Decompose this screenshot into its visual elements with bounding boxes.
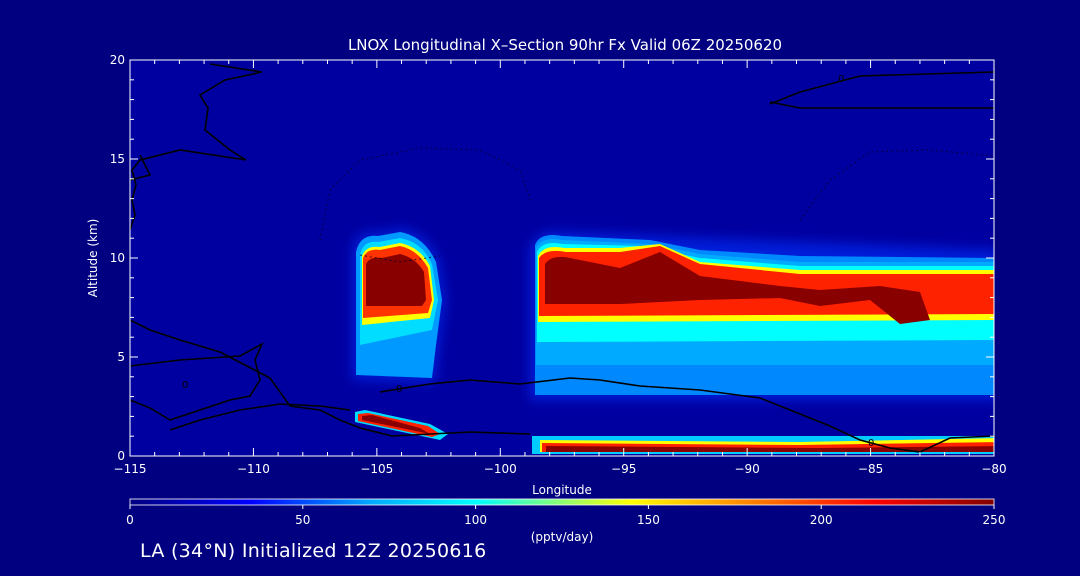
x-tick-label: −105 <box>360 462 393 476</box>
x-tick-label: −115 <box>114 462 147 476</box>
contour-lines <box>130 63 994 453</box>
heat-region-east <box>530 231 994 400</box>
y-tick-label: 15 <box>110 152 125 166</box>
y-tick-label: 10 <box>110 251 125 265</box>
init-info-footer: LA (34°N) Initialized 12Z 20250616 <box>140 540 487 562</box>
colorbar-tick-label: 50 <box>295 513 310 527</box>
heat-region-surface <box>532 436 994 454</box>
y-tick-label: 20 <box>110 53 125 67</box>
colorbar-label: (pptv/day) <box>531 530 594 544</box>
chart-title: LNOX Longitudinal X–Section 90hr Fx Vali… <box>348 36 782 54</box>
heat-region-west <box>352 228 446 384</box>
colorbar-tick-label: 250 <box>983 513 1006 527</box>
x-tick-label: −110 <box>237 462 270 476</box>
y-tick-label: 5 <box>117 350 125 364</box>
x-tick-label: −85 <box>858 462 883 476</box>
contour-labels: 0 0 0 0 <box>182 74 874 449</box>
colorbar-tick-label: 150 <box>637 513 660 527</box>
y-tick-label: 0 <box>117 449 125 463</box>
x-tick-label: −100 <box>484 462 517 476</box>
y-axis: 0 5 10 15 20 <box>110 53 994 463</box>
x-tick-label: −90 <box>734 462 759 476</box>
contour-label: 0 <box>396 384 402 395</box>
colorbar-tick-label: 200 <box>810 513 833 527</box>
contour-lines-dashed <box>319 147 994 263</box>
x-axis-label: Longitude <box>532 483 592 497</box>
colorbar-tick-label: 100 <box>464 513 487 527</box>
heat-region-lowlevel-west <box>355 410 448 440</box>
heatmap-field <box>352 228 994 454</box>
colorbar <box>129 498 995 506</box>
x-tick-label: −80 <box>981 462 1006 476</box>
contour-label: 0 <box>838 74 844 85</box>
x-tick-label: −95 <box>611 462 636 476</box>
y-axis-label: Altitude (km) <box>86 219 100 298</box>
colorbar-ticks: 0 50 100 150 200 250 <box>126 505 1005 527</box>
contour-label: 0 <box>182 380 188 391</box>
contour-label: 0 <box>868 438 874 449</box>
x-axis: −115 −110 −105 −100 −95 −90 −85 −80 <box>114 60 1007 476</box>
colorbar-tick-label: 0 <box>126 513 134 527</box>
